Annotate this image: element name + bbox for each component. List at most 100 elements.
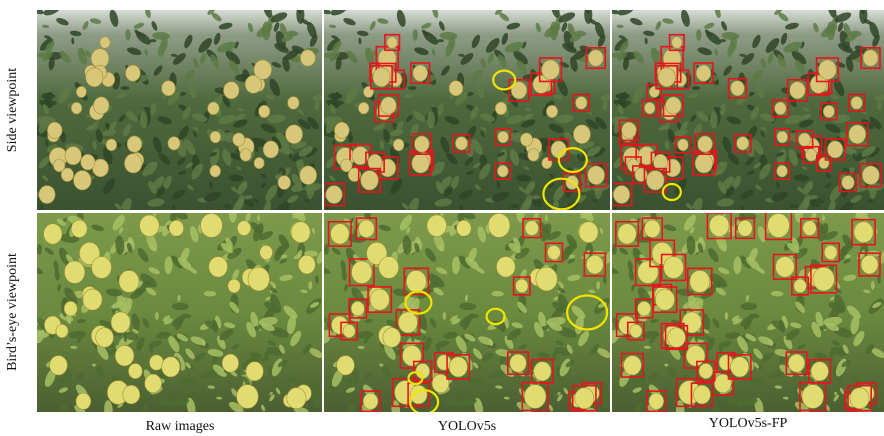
pear: [373, 68, 390, 87]
pear: [842, 176, 855, 190]
pear: [56, 324, 68, 337]
pear: [777, 165, 788, 177]
pear: [210, 131, 221, 143]
pear: [586, 255, 603, 274]
pear: [624, 356, 642, 376]
pear: [351, 301, 364, 316]
column-label: YOLOv5s-FP: [709, 416, 788, 431]
pear: [528, 149, 539, 161]
image-grid: [29, 1, 884, 419]
pear: [383, 328, 401, 348]
pear: [488, 213, 510, 237]
pear: [788, 354, 804, 372]
pear: [646, 171, 664, 190]
pear: [370, 289, 389, 310]
pear: [414, 136, 429, 152]
pear: [208, 102, 220, 115]
pear: [64, 301, 77, 316]
photo-panel: [604, 205, 884, 420]
pear: [201, 213, 223, 237]
pear: [237, 385, 259, 409]
pear: [811, 362, 828, 381]
pear: [291, 222, 310, 243]
pear: [254, 157, 264, 168]
pear: [334, 122, 349, 138]
column-label: Raw images: [146, 419, 215, 434]
pear: [413, 65, 428, 81]
pear: [575, 388, 594, 409]
pear: [613, 186, 629, 204]
pear: [343, 324, 355, 337]
pear: [457, 220, 472, 236]
pear: [588, 50, 603, 66]
photo-panel: [316, 205, 615, 420]
pear: [849, 125, 866, 144]
pear: [498, 131, 509, 143]
pear: [768, 213, 790, 237]
pear: [44, 224, 63, 244]
pear: [288, 96, 300, 109]
pear: [824, 245, 837, 259]
photo-panel: [29, 205, 327, 420]
pear: [798, 133, 810, 146]
pear: [403, 345, 422, 366]
pear: [71, 220, 87, 237]
photo-panel: [316, 1, 613, 218]
pear: [649, 393, 664, 409]
pear: [698, 136, 713, 152]
pear: [682, 312, 701, 333]
pear: [690, 270, 710, 292]
pear: [854, 222, 873, 243]
pear: [326, 186, 342, 204]
pear: [666, 97, 682, 114]
pear: [76, 393, 91, 409]
pear: [337, 356, 355, 376]
pear: [496, 257, 515, 278]
leaf: [725, 312, 729, 320]
pear: [115, 345, 134, 366]
photo-panel: [29, 1, 325, 218]
pear: [790, 82, 806, 99]
pear: [437, 355, 451, 370]
pear: [86, 68, 103, 87]
pear: [398, 312, 417, 333]
pear: [145, 374, 162, 393]
pear: [693, 385, 710, 404]
pear: [393, 139, 404, 151]
pear: [140, 215, 160, 237]
pear: [449, 81, 463, 96]
pear: [863, 50, 878, 66]
pear: [813, 267, 835, 291]
pear: [738, 220, 753, 236]
pear: [664, 256, 684, 278]
pear: [124, 154, 142, 173]
pear: [819, 60, 837, 79]
pear: [731, 81, 745, 96]
pear: [819, 157, 829, 168]
pear: [368, 154, 382, 170]
pear: [352, 261, 372, 283]
pear: [119, 270, 139, 292]
pear: [233, 133, 245, 146]
pear: [672, 37, 683, 49]
pear: [278, 176, 291, 190]
pear: [776, 257, 795, 278]
pear: [224, 82, 240, 99]
pear: [699, 363, 713, 378]
pear: [510, 354, 526, 372]
pear: [573, 125, 590, 144]
leaf: [443, 312, 447, 320]
row-label: Side viewpoint: [5, 68, 20, 152]
pear: [635, 168, 647, 182]
pear: [81, 154, 95, 170]
pear: [387, 37, 398, 49]
pear: [588, 166, 605, 185]
pear: [828, 141, 843, 158]
pear: [536, 267, 558, 291]
pear: [285, 125, 302, 144]
pear: [83, 289, 102, 310]
pear: [287, 388, 306, 409]
pear: [50, 356, 68, 376]
pear: [794, 279, 806, 293]
pear: [850, 388, 869, 409]
